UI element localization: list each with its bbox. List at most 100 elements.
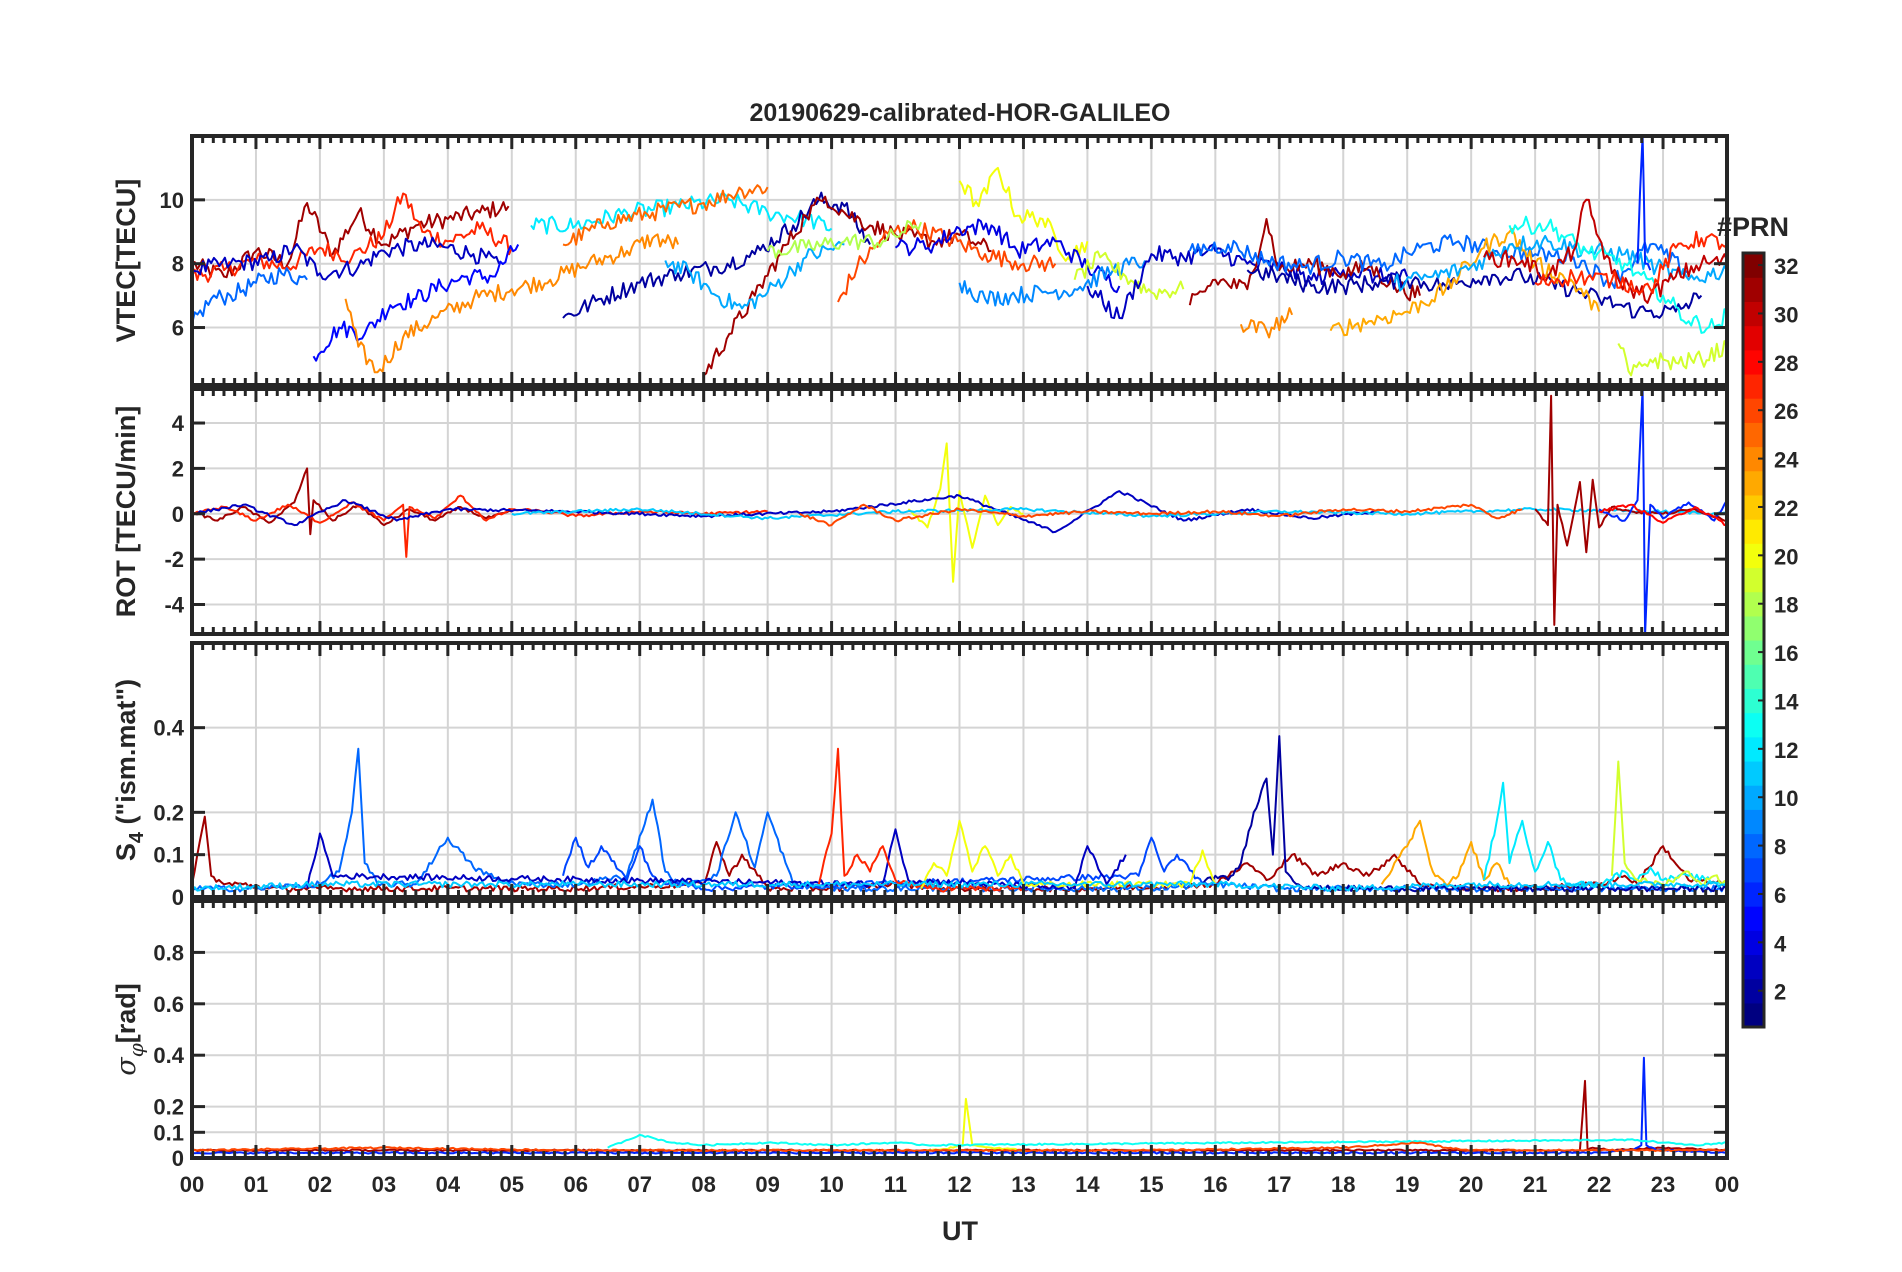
- colorbar-band: [1743, 422, 1764, 448]
- series-prn-3: [192, 490, 1376, 534]
- x-tick-label: 08: [691, 1172, 715, 1197]
- colorbar-tick-label: 8: [1774, 835, 1786, 860]
- y-tick-label: -2: [164, 547, 184, 572]
- x-tick-label: 00: [1715, 1172, 1739, 1197]
- panel-2: -4 -2 0 2 4 ROT [TECU/min]: [111, 387, 1729, 636]
- y-tick-label: -4: [164, 593, 184, 618]
- colorbar-band: [1743, 954, 1764, 980]
- y-tick-label: 0: [172, 885, 184, 910]
- x-tick-label: 03: [372, 1172, 396, 1197]
- chart-title: 20190629-calibrated-HOR-GALILEO: [750, 99, 1171, 127]
- x-tick-label: 05: [500, 1172, 524, 1197]
- colorbar-band: [1743, 688, 1764, 714]
- series-prn-30: [1483, 198, 1727, 304]
- grid-lines: [192, 136, 1727, 385]
- x-tick-label: 19: [1395, 1172, 1419, 1197]
- colorbar-band: [1743, 640, 1764, 665]
- y-tick-label: 0.4: [153, 716, 184, 741]
- x-tick-label: 18: [1331, 1172, 1355, 1197]
- series-prn-25: [562, 184, 769, 247]
- colorbar-tick-label: 18: [1774, 593, 1798, 618]
- colorbar-band: [1743, 325, 1764, 351]
- colorbar-tick-label: 26: [1774, 399, 1798, 424]
- x-tick-label: 00: [180, 1172, 204, 1197]
- y-axis-label-sub: φ: [124, 1043, 148, 1057]
- series-prn-27: [1534, 230, 1727, 295]
- colorbar-tick-label: 4: [1774, 931, 1787, 956]
- series-prn-11: [511, 506, 1727, 521]
- grid-lines: [192, 643, 1727, 898]
- x-tick-label: 14: [1075, 1172, 1100, 1197]
- colorbar-tick-label: 32: [1774, 254, 1798, 279]
- series-prn-19: [1073, 250, 1185, 300]
- x-tick-label: 21: [1523, 1172, 1547, 1197]
- colorbar-band: [1743, 712, 1764, 738]
- colorbar-band: [1743, 785, 1764, 810]
- panel-4: 00.10.20.40.60.8σφ[rad]: [111, 899, 1729, 1171]
- series-group: [192, 389, 1727, 634]
- y-tick-label: 4: [172, 411, 185, 436]
- series-prn-3: [1086, 243, 1409, 320]
- series-prn-31: [192, 467, 513, 536]
- series-prn-18: [766, 220, 923, 259]
- colorbar-label: #PRN: [1717, 212, 1789, 242]
- tick-marks: [190, 136, 1729, 385]
- series-prn-10: [1393, 234, 1727, 292]
- panel-3: 0 0.1 0.2 0.4 S4 ("ism.mat"): [111, 641, 1729, 910]
- y-tick-label: 10: [160, 188, 184, 213]
- tick-marks: [190, 643, 1729, 899]
- colorbar-tick-label: 6: [1774, 883, 1786, 908]
- y-tick-label: 0.1: [153, 843, 184, 868]
- colorbar-band: [1743, 277, 1764, 302]
- x-tick-label: 11: [884, 1172, 907, 1197]
- series-prn-8: [192, 267, 308, 325]
- series-prn-13: [607, 1133, 1727, 1149]
- colorbar-band: [1743, 881, 1764, 907]
- y-axis-label: σφ[rad]: [111, 983, 148, 1075]
- x-tick-label: 16: [1203, 1172, 1227, 1197]
- series-prn-3: [306, 828, 1127, 891]
- colorbar-band: [1743, 253, 1764, 278]
- x-tick-label: 12: [947, 1172, 971, 1197]
- series-prn-7: [562, 836, 1204, 893]
- series-prn-27: [192, 494, 768, 558]
- series-prn-26: [799, 503, 1523, 527]
- y-tick-label: 2: [172, 456, 184, 481]
- colorbar-band: [1743, 833, 1764, 859]
- colorbar-frame: [1741, 251, 1766, 1029]
- colorbar-band: [1743, 809, 1764, 835]
- series-prn-12: [530, 192, 833, 235]
- series-prn-5: [312, 244, 520, 362]
- series-prn-20: [958, 166, 1089, 263]
- series-prn-9: [958, 256, 1146, 307]
- x-tick-label: 06: [564, 1172, 588, 1197]
- series-prn-24: [344, 233, 680, 374]
- y-tick-label: 0.2: [153, 800, 184, 825]
- colorbar-band: [1743, 1002, 1764, 1028]
- colorbar-band: [1743, 664, 1764, 689]
- x-tick-label: 02: [308, 1172, 332, 1197]
- colorbar-tick-label: 14: [1774, 689, 1799, 714]
- colorbar-tick-label: 24: [1774, 448, 1799, 473]
- colorbar-band: [1743, 349, 1764, 375]
- colorbar-tick-label: 16: [1774, 641, 1798, 666]
- x-tick-label: 01: [244, 1172, 268, 1197]
- x-tick-label: 13: [1011, 1172, 1035, 1197]
- y-axis-label: VTEC[TECU]: [111, 179, 141, 343]
- series-prn-2: [562, 191, 871, 319]
- panel-1: 6 8 10 VTEC[TECU]: [111, 134, 1729, 387]
- series-prn-23: [1329, 227, 1601, 337]
- y-axis-label-s: S: [111, 843, 141, 861]
- x-tick-label: 10: [819, 1172, 843, 1197]
- colorbar-band: [1743, 978, 1764, 1004]
- colorbar-band: [1743, 373, 1764, 399]
- y-axis-label-rest: ("ism.mat"): [111, 679, 141, 832]
- series-prn-19: [1610, 760, 1727, 887]
- colorbar-band: [1743, 930, 1764, 956]
- series-prn-31: [703, 195, 992, 377]
- y-axis-label-sub: 4: [126, 831, 148, 843]
- colorbar-tick-label: 30: [1774, 302, 1798, 327]
- x-tick-label: 07: [627, 1172, 651, 1197]
